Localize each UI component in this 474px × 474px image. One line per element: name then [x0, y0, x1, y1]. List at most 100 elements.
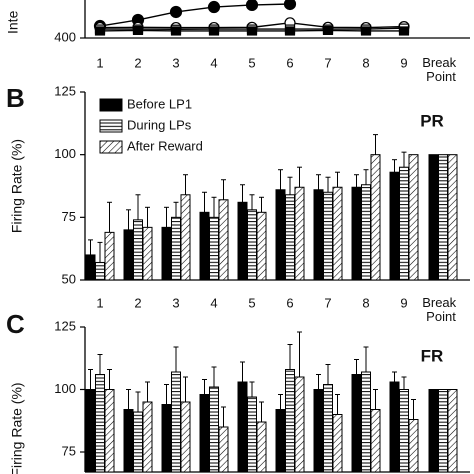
bar	[370, 409, 381, 473]
bar	[370, 154, 381, 281]
bar	[133, 219, 143, 281]
bar	[285, 369, 295, 473]
marker	[246, 26, 258, 36]
x-tick-label: 9	[400, 55, 407, 70]
bar	[161, 404, 172, 473]
bar	[389, 171, 400, 281]
bar	[142, 226, 153, 281]
x-tick-label: 6	[286, 55, 293, 70]
bar	[323, 384, 333, 473]
bar	[209, 386, 219, 473]
bar	[237, 381, 248, 473]
legend-label: Before LP1	[127, 96, 192, 111]
bar	[428, 389, 439, 473]
y-axis-title: Firing Rate (%)	[9, 139, 25, 233]
bar	[351, 374, 362, 473]
x-tick-label: 2	[134, 55, 141, 70]
bar	[438, 389, 448, 473]
bar	[332, 186, 343, 281]
bar	[85, 254, 96, 281]
legend-swatch	[99, 119, 123, 133]
marker	[132, 25, 144, 35]
bar	[161, 226, 172, 281]
bar	[180, 194, 191, 281]
bar	[95, 374, 105, 473]
bar	[285, 194, 295, 281]
x-tick-label: Break Point	[422, 55, 460, 84]
bar	[294, 186, 305, 281]
marker	[170, 26, 182, 36]
bar	[323, 191, 333, 281]
bar	[142, 401, 153, 473]
x-tick-label: Break Point	[422, 295, 460, 324]
bar	[438, 154, 448, 281]
panel-tag: FR	[421, 346, 444, 365]
bar	[332, 414, 343, 473]
bar	[123, 409, 134, 473]
panel-tag: PR	[420, 111, 444, 130]
bar	[199, 394, 210, 473]
bar	[104, 389, 115, 473]
y-tick-label: 50	[62, 271, 76, 286]
x-tick-label: 5	[248, 55, 255, 70]
panel-letter: B	[6, 83, 25, 113]
x-tick-label: 9	[400, 295, 407, 310]
bar	[171, 216, 181, 281]
x-tick-label: 7	[324, 295, 331, 310]
bar	[294, 376, 305, 473]
bar	[95, 261, 105, 281]
bar	[171, 371, 181, 473]
marker	[284, 26, 296, 36]
bar	[313, 189, 324, 281]
y-axis-title: Inte	[5, 10, 21, 34]
bar	[247, 396, 257, 473]
x-tick-label: 8	[362, 295, 369, 310]
bar	[399, 389, 409, 473]
legend-swatch	[99, 98, 123, 112]
x-tick-label: 6	[286, 295, 293, 310]
bar	[361, 371, 371, 473]
marker	[398, 26, 410, 36]
marker	[208, 26, 220, 36]
x-tick-label: 7	[324, 55, 331, 70]
bar	[123, 229, 134, 281]
legend-label: After Reward	[127, 138, 203, 153]
x-tick-label: 1	[96, 55, 103, 70]
x-tick-label: 5	[248, 295, 255, 310]
bar	[218, 199, 229, 281]
bar	[256, 421, 267, 473]
marker	[207, 0, 221, 14]
x-tick-label: 8	[362, 55, 369, 70]
marker	[94, 26, 106, 36]
marker	[169, 5, 183, 19]
legend-label: During LPs	[127, 117, 192, 132]
x-tick-label: 2	[134, 295, 141, 310]
bar	[313, 389, 324, 473]
bar	[408, 419, 419, 473]
x-tick-label: 3	[172, 55, 179, 70]
y-tick-label: 400	[54, 29, 76, 44]
bar	[256, 211, 267, 281]
bar	[85, 389, 96, 473]
marker	[283, 0, 297, 11]
marker	[245, 0, 259, 12]
y-tick-label: 125	[54, 318, 76, 333]
x-tick-label: 1	[96, 295, 103, 310]
panel-letter: C	[6, 309, 25, 339]
bar	[247, 209, 257, 281]
bar	[209, 216, 219, 281]
x-tick-label: 3	[172, 295, 179, 310]
bar	[218, 426, 229, 473]
y-tick-label: 125	[54, 83, 76, 98]
bar	[275, 409, 286, 473]
y-tick-label: 75	[62, 209, 76, 224]
bar	[399, 166, 409, 281]
bar	[133, 411, 143, 473]
bar	[351, 186, 362, 281]
marker	[322, 25, 334, 35]
x-tick-label: 4	[210, 295, 217, 310]
x-tick-label: 4	[210, 55, 217, 70]
y-tick-label: 75	[62, 443, 76, 458]
